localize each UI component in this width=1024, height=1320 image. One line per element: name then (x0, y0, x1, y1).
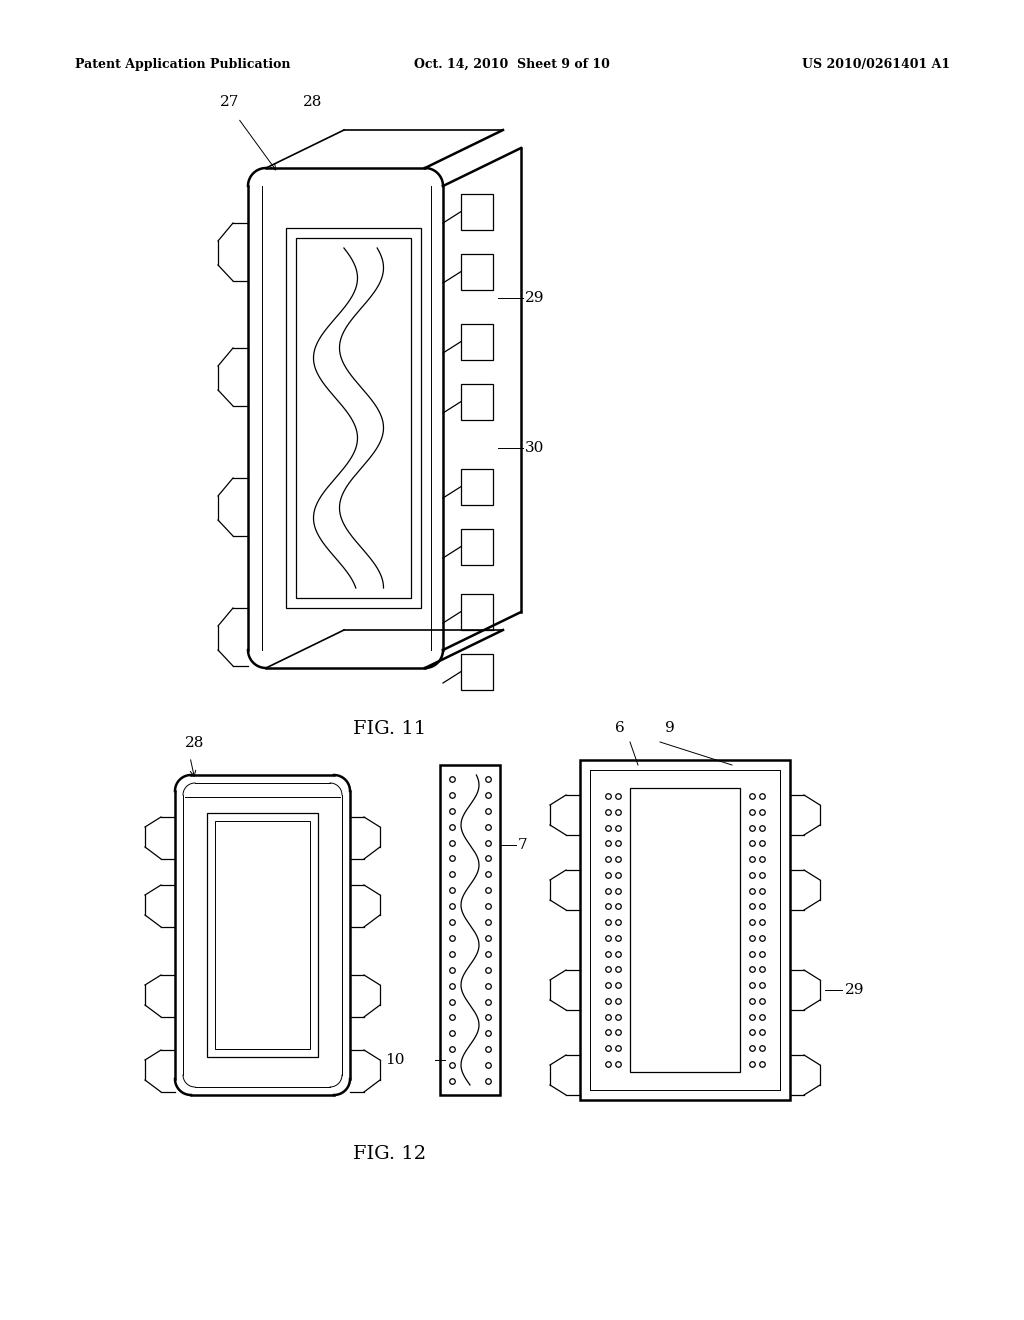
Text: 29: 29 (525, 290, 545, 305)
Text: 30: 30 (525, 441, 545, 455)
Bar (580, 760, 790, 1100)
Text: 29: 29 (845, 983, 864, 997)
Bar (440, 766, 500, 1096)
Text: Oct. 14, 2010  Sheet 9 of 10: Oct. 14, 2010 Sheet 9 of 10 (414, 58, 610, 71)
Bar (630, 788, 740, 1072)
Text: US 2010/0261401 A1: US 2010/0261401 A1 (802, 58, 950, 71)
Text: FIG. 11: FIG. 11 (353, 719, 427, 738)
Text: 6: 6 (615, 721, 625, 735)
Text: 27: 27 (220, 95, 240, 110)
Bar (286, 228, 421, 609)
Bar (207, 813, 318, 1057)
Bar (590, 770, 780, 1090)
Bar (461, 384, 493, 420)
Bar (215, 821, 310, 1049)
Text: 9: 9 (665, 721, 675, 735)
Bar (461, 594, 493, 630)
Bar (461, 528, 493, 565)
Bar (461, 253, 493, 289)
Bar (296, 238, 411, 598)
Text: FIG. 12: FIG. 12 (353, 1144, 427, 1163)
Text: Patent Application Publication: Patent Application Publication (75, 58, 291, 71)
Bar (461, 194, 493, 230)
Bar (461, 323, 493, 359)
Text: 28: 28 (185, 737, 205, 750)
Text: 7: 7 (518, 838, 527, 851)
Text: 28: 28 (303, 95, 323, 110)
Text: 10: 10 (385, 1053, 404, 1067)
Bar (461, 469, 493, 504)
Bar (461, 653, 493, 689)
